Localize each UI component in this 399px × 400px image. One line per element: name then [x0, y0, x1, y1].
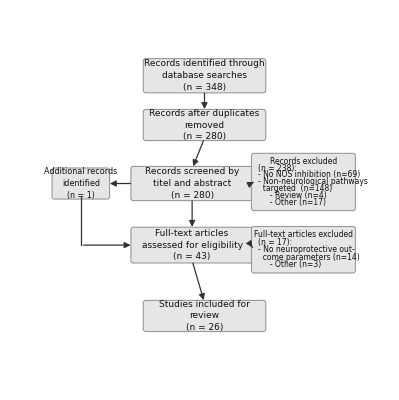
Text: - Review (n=4): - Review (n=4) — [258, 192, 326, 200]
Text: Full-text articles
assessed for eligibility
(n = 43): Full-text articles assessed for eligibil… — [142, 229, 243, 262]
FancyBboxPatch shape — [251, 226, 356, 273]
Text: targeted  (n=148): targeted (n=148) — [258, 184, 332, 194]
Text: Records excluded: Records excluded — [270, 156, 337, 166]
FancyBboxPatch shape — [251, 153, 356, 211]
Text: Records screened by
titel and abstract
(n = 280): Records screened by titel and abstract (… — [145, 167, 239, 200]
FancyBboxPatch shape — [52, 168, 110, 199]
FancyBboxPatch shape — [131, 227, 253, 263]
Text: (n = 238):: (n = 238): — [258, 164, 296, 172]
Text: (n = 17):: (n = 17): — [258, 238, 292, 247]
FancyBboxPatch shape — [143, 59, 266, 93]
Text: Studies included for
review
(n = 26): Studies included for review (n = 26) — [159, 300, 250, 332]
FancyBboxPatch shape — [131, 166, 253, 201]
Text: come parameters (n=14): come parameters (n=14) — [258, 253, 359, 262]
FancyBboxPatch shape — [143, 110, 266, 140]
Text: Additional records
identified
(n = 1): Additional records identified (n = 1) — [44, 167, 117, 200]
Text: Records after duplicates
removed
(n = 280): Records after duplicates removed (n = 28… — [149, 109, 260, 141]
Text: - Other (n=17): - Other (n=17) — [258, 198, 326, 208]
Text: Full-text articles excluded: Full-text articles excluded — [254, 230, 353, 239]
Text: Records identified through
database searches
(n = 348): Records identified through database sear… — [144, 60, 265, 92]
FancyBboxPatch shape — [143, 300, 266, 332]
Text: - No neuroprotective out-: - No neuroprotective out- — [258, 245, 354, 254]
Text: - Other (n=3): - Other (n=3) — [258, 260, 321, 269]
Text: - No NOS inhibition (n=69): - No NOS inhibition (n=69) — [258, 170, 360, 180]
Text: - Non-neurological pathways: - Non-neurological pathways — [258, 178, 367, 186]
